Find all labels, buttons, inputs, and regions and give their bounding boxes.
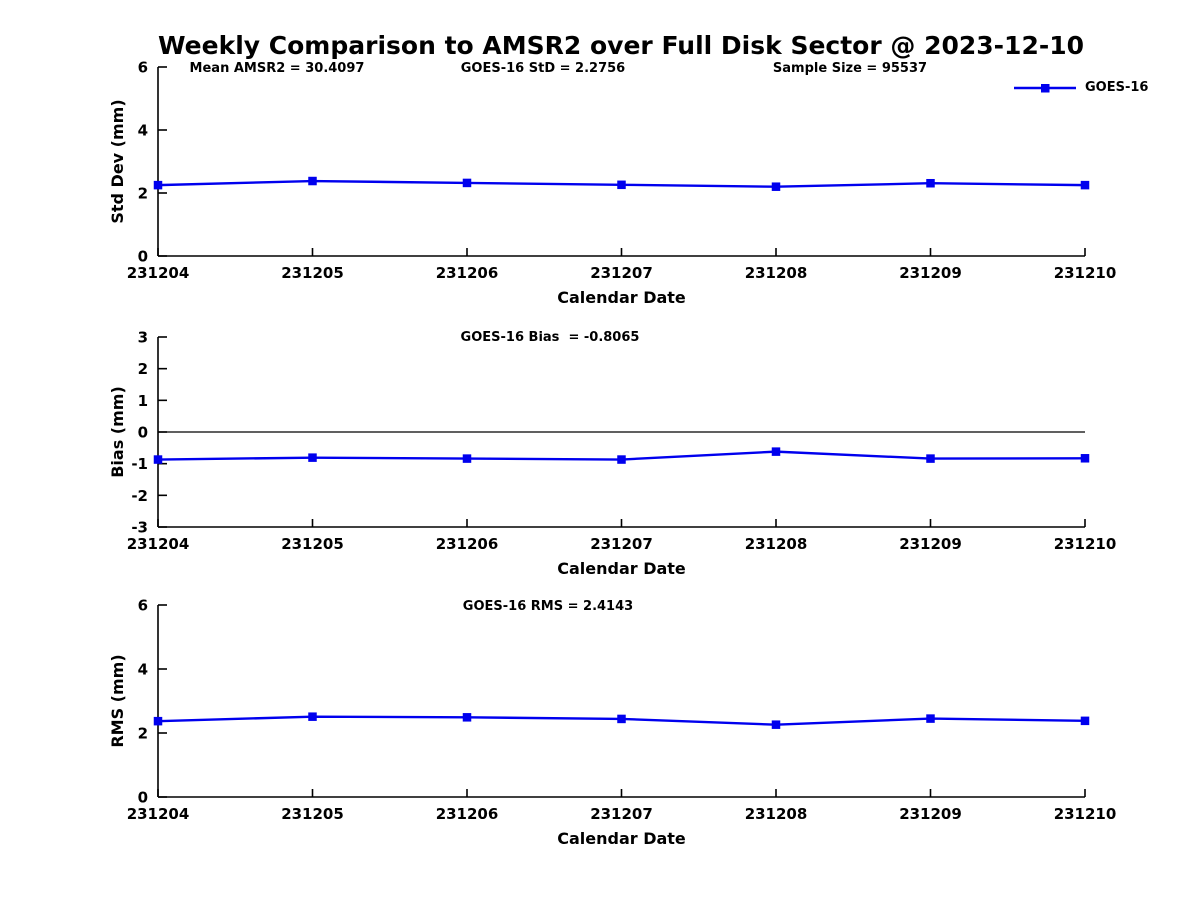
y-tick-label: 2 [138,725,148,743]
legend-marker-icon [1041,83,1050,92]
x-tick-label: 231205 [281,805,344,823]
data-point-marker [153,455,163,464]
annotation-sample-size: Sample Size = 95537 [772,61,928,76]
data-point-marker [771,720,781,729]
y-tick-label: 6 [138,59,148,77]
legend: GOES-16 [1014,80,1148,95]
annotation-mean-amsr2: Mean AMSR2 = 30.4097 [189,61,365,76]
data-point-marker [771,182,781,191]
y-tick-label: 0 [138,248,148,266]
y-tick-label: 6 [138,597,148,615]
x-tick-label: 231208 [745,264,808,282]
y-tick-label: 0 [138,789,148,807]
x-tick-label: 231206 [436,535,499,553]
data-point-marker [153,180,163,190]
y-tick-label: 3 [138,329,148,347]
x-tick-label: 231205 [281,535,344,553]
data-point-marker [462,178,472,188]
x-tick-label: 231206 [436,805,499,823]
y-axis-title-stddev: Std Dev (mm) [108,99,127,223]
y-tick-label: 2 [138,360,148,378]
y-axis-title-bias: Bias (mm) [108,386,127,478]
figure-title: Weekly Comparison to AMSR2 over Full Dis… [157,31,1085,60]
x-tick-label: 231207 [590,805,653,823]
x-tick-label: 231208 [745,805,808,823]
x-tick-label: 231207 [590,535,653,553]
y-tick-label: 2 [138,185,148,203]
data-point-marker [462,454,472,463]
x-tick-label: 231210 [1054,805,1117,823]
x-tick-label: 231207 [590,264,653,282]
data-point-marker [617,714,626,724]
data-point-marker [308,712,317,721]
data-point-marker [771,447,781,456]
x-tick-label: 231210 [1054,535,1117,553]
data-point-marker [926,454,935,463]
data-point-marker [926,178,935,188]
x-tick-label: 231204 [127,535,190,553]
y-tick-label: -2 [131,487,148,505]
legend-line-sample-icon [1014,83,1076,92]
legend-label: GOES-16 [1085,80,1149,95]
x-axis-title-rms: Calendar Date [557,829,686,848]
data-point-marker [153,716,163,726]
x-tick-label: 231209 [899,535,962,553]
y-tick-label: 4 [138,122,148,140]
x-tick-label: 231204 [127,264,190,282]
y-tick-label: 1 [138,392,148,410]
data-point-marker [926,714,935,723]
x-tick-label: 231208 [745,535,808,553]
data-point-marker [1080,716,1090,726]
data-point-marker [308,453,317,462]
x-tick-label: 231209 [899,805,962,823]
x-tick-label: 231210 [1054,264,1117,282]
y-tick-label: -3 [131,519,148,537]
data-point-marker [1080,454,1090,463]
data-point-marker [462,713,472,722]
x-tick-label: 231204 [127,805,190,823]
x-axis-title-bias: Calendar Date [557,559,686,578]
annotation-goes16-rms: GOES-16 RMS = 2.4143 [462,599,634,614]
annotation-goes16-bias: GOES-16 Bias = -0.8065 [460,330,640,345]
data-point-marker [1080,180,1090,190]
x-tick-label: 231206 [436,264,499,282]
data-point-marker [617,180,626,190]
y-tick-label: -1 [131,455,148,473]
data-point-marker [617,455,626,464]
x-tick-label: 231205 [281,264,344,282]
data-point-marker [308,176,317,186]
y-axis-title-rms: RMS (mm) [108,654,127,747]
y-tick-label: 4 [138,661,148,679]
annotation-goes16-std: GOES-16 StD = 2.2756 [460,61,626,76]
y-tick-label: 0 [138,424,148,442]
x-tick-label: 231209 [899,264,962,282]
x-axis-title-stddev: Calendar Date [557,288,686,307]
